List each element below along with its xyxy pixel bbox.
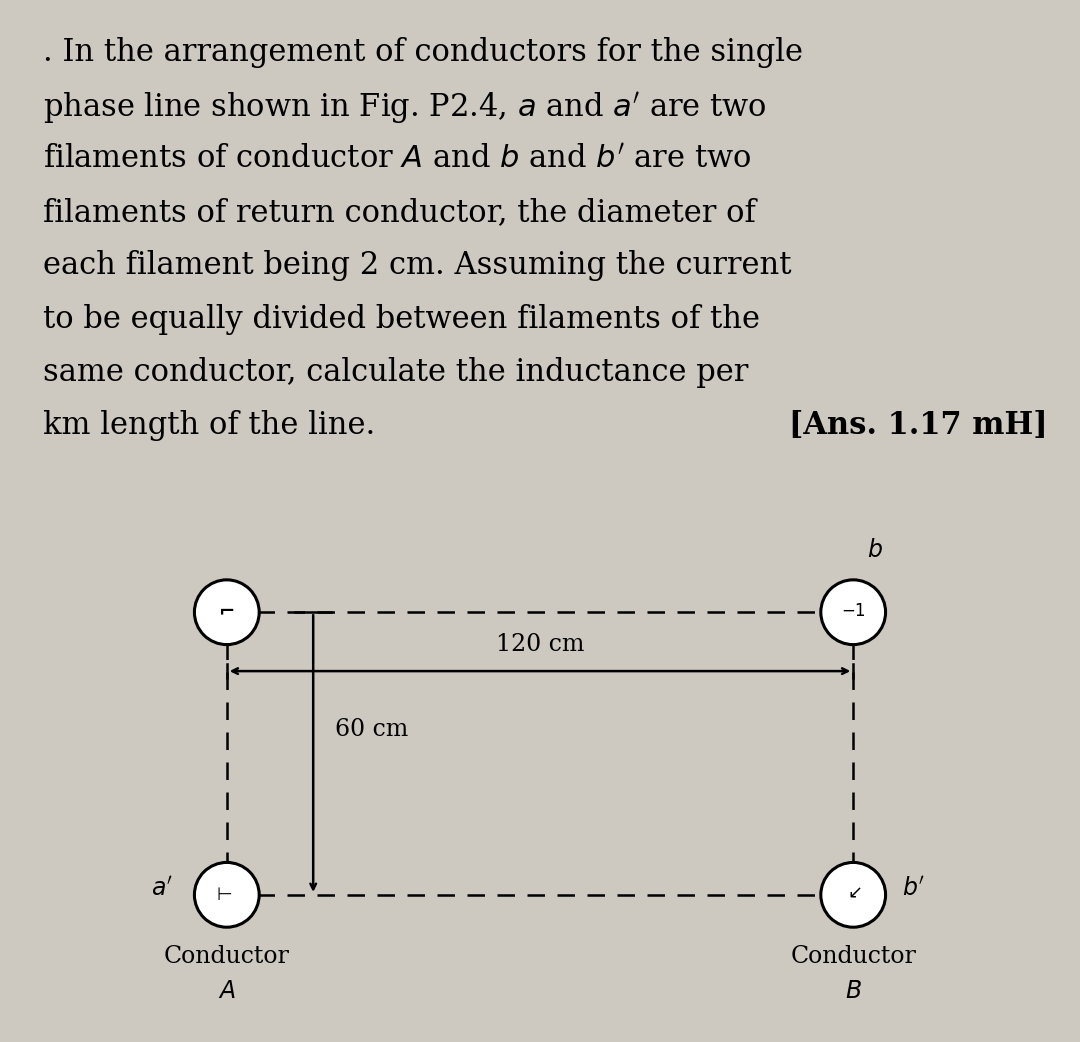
Text: filaments of conductor $A$ and $b$ and $b'$ are two: filaments of conductor $A$ and $b$ and $… bbox=[43, 144, 752, 175]
Ellipse shape bbox=[821, 579, 886, 645]
Ellipse shape bbox=[194, 579, 259, 645]
Text: ⌐: ⌐ bbox=[218, 601, 235, 621]
Text: filaments of return conductor, the diameter of: filaments of return conductor, the diame… bbox=[43, 197, 756, 228]
Ellipse shape bbox=[821, 863, 886, 927]
Ellipse shape bbox=[194, 863, 259, 927]
Text: each filament being 2 cm. Assuming the current: each filament being 2 cm. Assuming the c… bbox=[43, 250, 792, 281]
Text: 60 cm: 60 cm bbox=[335, 719, 408, 742]
Text: . In the arrangement of conductors for the single: . In the arrangement of conductors for t… bbox=[43, 38, 804, 68]
Text: [Ans. 1.17 mH]: [Ans. 1.17 mH] bbox=[788, 411, 1048, 442]
Text: $a'$: $a'$ bbox=[151, 877, 173, 900]
Text: same conductor, calculate the inductance per: same conductor, calculate the inductance… bbox=[43, 357, 748, 388]
Text: $A$: $A$ bbox=[218, 981, 235, 1003]
Text: Conductor: Conductor bbox=[791, 945, 916, 968]
Text: ⊢: ⊢ bbox=[217, 886, 232, 903]
Text: ↙: ↙ bbox=[848, 885, 863, 902]
Text: Conductor: Conductor bbox=[164, 945, 289, 968]
Text: phase line shown in Fig. P2.4, $a$ and $a'$ are two: phase line shown in Fig. P2.4, $a$ and $… bbox=[43, 91, 767, 126]
Text: 120 cm: 120 cm bbox=[496, 634, 584, 656]
Text: −1: −1 bbox=[841, 602, 865, 620]
Text: $B$: $B$ bbox=[845, 981, 862, 1003]
Text: km length of the line.: km length of the line. bbox=[43, 411, 376, 442]
Text: to be equally divided between filaments of the: to be equally divided between filaments … bbox=[43, 303, 760, 334]
Text: $b$: $b$ bbox=[867, 539, 882, 563]
Text: $b'$: $b'$ bbox=[902, 877, 924, 900]
